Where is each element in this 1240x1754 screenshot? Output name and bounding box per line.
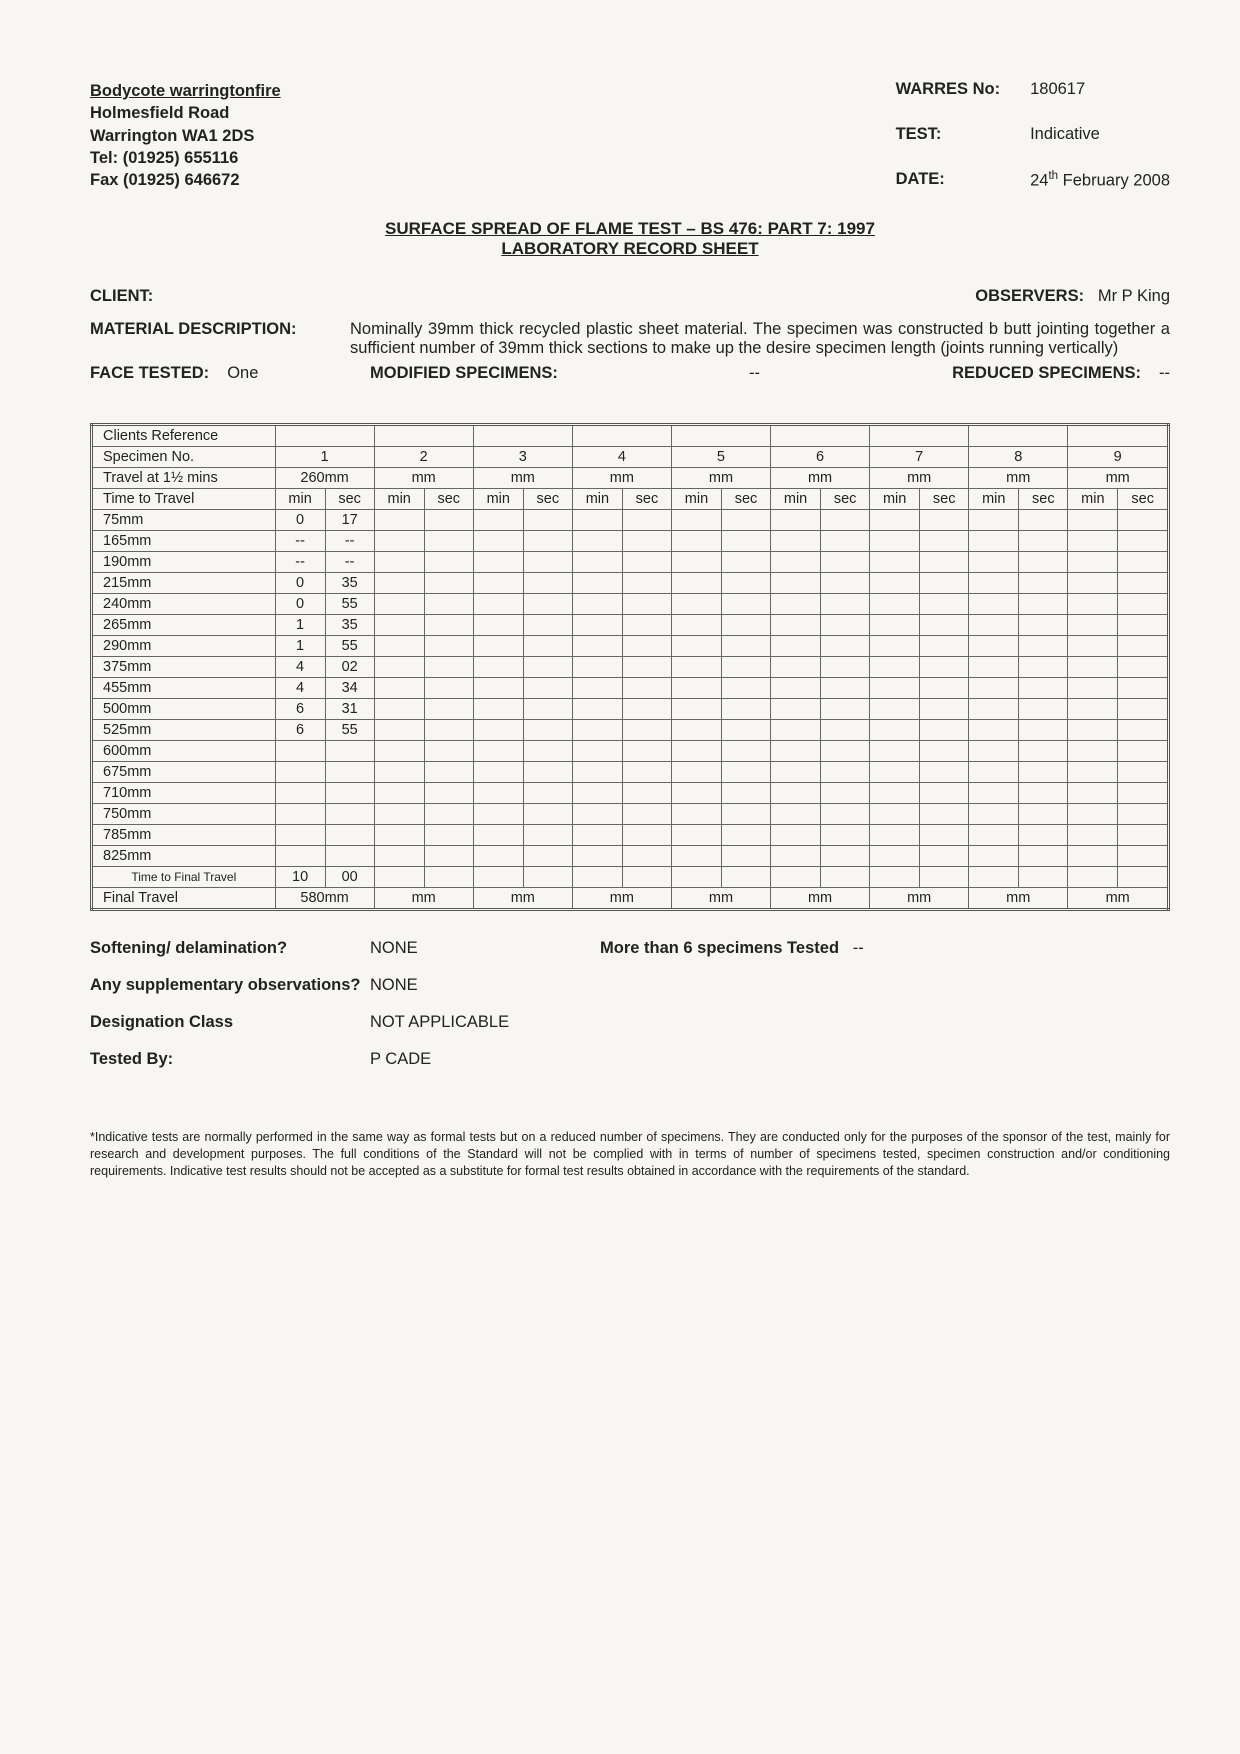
date-label: DATE: — [896, 170, 1001, 191]
warres-label: WARRES No: — [896, 80, 1001, 99]
client-observers-row: CLIENT: OBSERVERS: Mr P King — [90, 287, 1170, 306]
test-label: TEST: — [896, 125, 1001, 144]
company-name: Bodycote warringtonfire — [90, 80, 281, 102]
tested-by-label: Tested By: — [90, 1050, 370, 1069]
material-text: Nominally 39mm thick recycled plastic sh… — [350, 320, 1170, 358]
telephone: Tel: (01925) 655116 — [90, 147, 281, 169]
info-fields: CLIENT: OBSERVERS: Mr P King MATERIAL DE… — [90, 287, 1170, 383]
modified-specimens-value: -- — [749, 364, 760, 383]
title-block: SURFACE SPREAD OF FLAME TEST – BS 476: P… — [90, 219, 1170, 259]
supplementary-label: Any supplementary observations? — [90, 976, 370, 995]
reduced-specimens-value: -- — [1159, 364, 1170, 383]
report-meta: WARRES No: 180617 TEST: Indicative DATE:… — [896, 80, 1170, 191]
face-tested-value: One — [227, 364, 258, 383]
more-than-6-value: -- — [853, 939, 864, 957]
bottom-fields: Softening/ delamination? NONE More than … — [90, 939, 1170, 1069]
title-line-2: LABORATORY RECORD SHEET — [90, 239, 1170, 259]
title-line-1: SURFACE SPREAD OF FLAME TEST – BS 476: P… — [90, 219, 1170, 239]
softening-value: NONE — [370, 939, 600, 958]
reduced-specimens-label: REDUCED SPECIMENS: — [952, 364, 1141, 383]
page: Bodycote warringtonfire Holmesfield Road… — [0, 0, 1240, 1240]
face-mod-red-row: FACE TESTED: One MODIFIED SPECIMENS: -- RE… — [90, 364, 1170, 383]
footnote: *Indicative tests are normally performed… — [90, 1129, 1170, 1180]
face-tested-label: FACE TESTED: — [90, 364, 209, 383]
tested-by-value: P CADE — [370, 1050, 600, 1069]
company-address: Bodycote warringtonfire Holmesfield Road… — [90, 80, 281, 191]
softening-label: Softening/ delamination? — [90, 939, 370, 958]
material-label: MATERIAL DESCRIPTION: — [90, 320, 350, 358]
date-value: 24th February 2008 — [1030, 170, 1170, 191]
modified-specimens-label: MODIFIED SPECIMENS: — [370, 364, 558, 383]
warres-value: 180617 — [1030, 80, 1170, 99]
results-table: Clients ReferenceSpecimen No.123456789Tr… — [90, 423, 1170, 911]
test-value: Indicative — [1030, 125, 1170, 144]
designation-class-value: NOT APPLICABLE — [370, 1013, 600, 1032]
header-block: Bodycote warringtonfire Holmesfield Road… — [90, 80, 1170, 191]
supplementary-value: NONE — [370, 976, 600, 995]
fax: Fax (01925) 646672 — [90, 169, 281, 191]
material-description-row: MATERIAL DESCRIPTION: Nominally 39mm thi… — [90, 320, 1170, 358]
address-line-1: Holmesfield Road — [90, 102, 281, 124]
observers-label: OBSERVERS: — [975, 287, 1084, 305]
address-line-2: Warrington WA1 2DS — [90, 125, 281, 147]
client-label: CLIENT: — [90, 287, 153, 305]
designation-class-label: Designation Class — [90, 1013, 370, 1032]
more-than-6-label: More than 6 specimens Tested — [600, 939, 839, 957]
observers-value: Mr P King — [1098, 287, 1170, 305]
